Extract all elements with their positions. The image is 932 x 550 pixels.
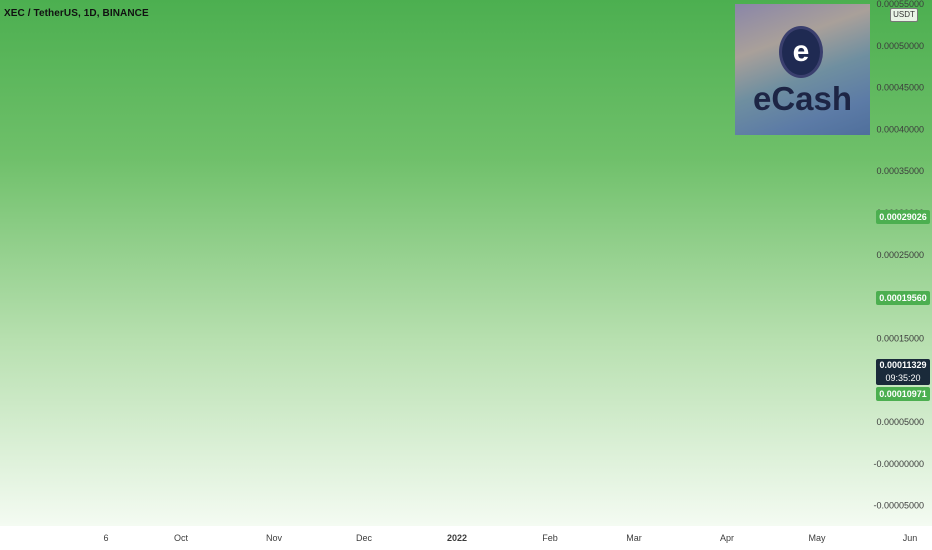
x-axis-tick-label: May [808,533,826,543]
countdown-label: 09:35:20 [885,373,921,383]
y-axis-tick-label: 0.00035000 [876,166,924,176]
y-axis-tick-label: -0.00000000 [873,459,924,469]
x-axis-tick-label: Feb [542,533,558,543]
y-axis-tick-label: 0.00050000 [876,41,924,51]
ecash-logo-icon: e [779,26,823,78]
currency-badge[interactable]: USDT [890,8,918,22]
x-axis-tick-label: Mar [626,533,642,543]
x-axis-tick-label: Oct [174,533,189,543]
price-tag-resistance-mid: 0.00019560 [876,291,930,305]
x-axis-tick-label: 6 [103,533,108,543]
x-axis-tick-label: Jun [903,533,918,543]
price-tag-support: 0.00010971 [876,387,930,401]
ecash-logo-text: eCash [752,80,853,117]
price-tag-resistance-upper: 0.00029026 [876,210,930,224]
ecash-logo: e eCash [735,4,870,135]
y-axis-tick-label: 0.00040000 [876,124,924,134]
x-axis-tick-label: Dec [356,533,373,543]
x-axis-tick-label: Apr [720,533,734,543]
y-axis-tick-label: 0.00025000 [876,250,924,260]
y-axis-tick-label: 0.00045000 [876,83,924,93]
y-axis-tick-label: 0.00005000 [876,417,924,427]
current-price-label: 0.00011329 [879,360,927,370]
price-tag-current: 0.00011329 09:35:20 [876,359,930,385]
chart-title[interactable]: XEC / TetherUS, 1D, BINANCE [4,8,149,19]
y-axis-tick-label: 0.00055000 [876,0,924,9]
x-axis-tick-label: Nov [266,533,283,543]
x-axis-tick-label: 2022 [447,533,467,543]
y-axis-tick-label: -0.00005000 [873,501,924,511]
y-axis-tick-label: 0.00015000 [876,333,924,343]
